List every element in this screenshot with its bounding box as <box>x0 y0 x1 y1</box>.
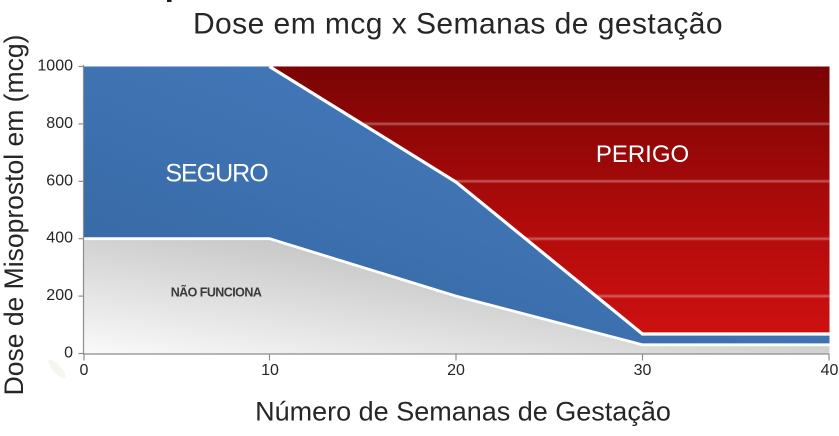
svg-text:400: 400 <box>46 230 73 247</box>
svg-text:0: 0 <box>80 362 89 379</box>
svg-text:PERIGO: PERIGO <box>596 141 689 168</box>
svg-text:0: 0 <box>64 345 73 362</box>
svg-text:600: 600 <box>46 172 73 189</box>
svg-text:1000: 1000 <box>37 58 73 75</box>
svg-text:Dose de Misoprostol em (mcg): Dose de Misoprostol em (mcg) <box>0 35 29 396</box>
svg-text:20: 20 <box>447 362 465 379</box>
svg-text:800: 800 <box>46 115 73 132</box>
svg-text:10: 10 <box>261 362 279 379</box>
svg-text:200: 200 <box>46 287 73 304</box>
svg-text:Número de Semanas de Gestação: Número de Semanas de Gestação <box>255 397 671 427</box>
svg-text:40: 40 <box>821 362 839 379</box>
svg-text:SEGURO: SEGURO <box>165 160 268 188</box>
svg-text:NÃO FUNCIONA: NÃO FUNCIONA <box>171 285 262 300</box>
svg-text:Dose em mcg x Semanas de gesta: Dose em mcg x Semanas de gestação <box>193 8 723 41</box>
svg-text:30: 30 <box>634 362 652 379</box>
